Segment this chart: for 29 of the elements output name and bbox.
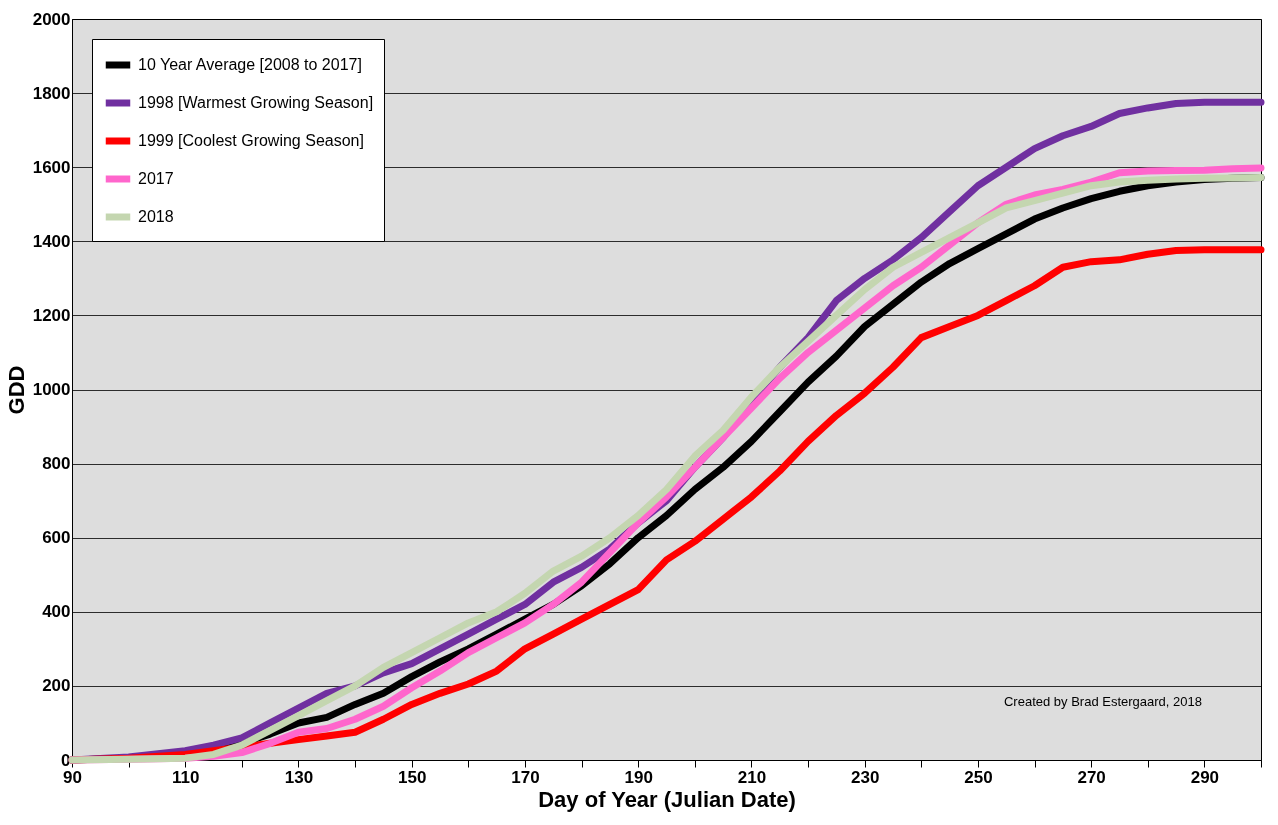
x-tick-label: 130 bbox=[284, 767, 314, 787]
legend-label: 10 Year Average [2008 to 2017] bbox=[138, 56, 362, 73]
legend-label: 1999 [Coolest Growing Season] bbox=[138, 132, 364, 149]
x-tick-label: 210 bbox=[737, 767, 767, 787]
legend-label: 2018 bbox=[138, 208, 174, 225]
y-tick-label: 400 bbox=[42, 602, 71, 622]
y-tick-label: 1600 bbox=[32, 157, 71, 177]
x-tick-label: 150 bbox=[398, 767, 427, 787]
legend-label: 1998 [Warmest Growing Season] bbox=[138, 94, 374, 111]
y-tick-label: 200 bbox=[42, 676, 71, 696]
x-tick-label: 110 bbox=[172, 767, 200, 787]
y-tick-label: 1200 bbox=[32, 305, 71, 325]
annotation: Created by Brad Estergaard, 2018 bbox=[1003, 694, 1202, 709]
x-tick-label: 190 bbox=[624, 767, 653, 787]
x-tick-label: 290 bbox=[1190, 767, 1220, 787]
legend-label: 2017 bbox=[138, 170, 174, 187]
x-axis-title: Day of Year (Julian Date) bbox=[538, 786, 796, 812]
x-tick-label: 250 bbox=[964, 767, 993, 787]
y-tick-label: 1400 bbox=[32, 231, 71, 251]
x-tick-label: 230 bbox=[850, 767, 880, 787]
y-tick-label: 2000 bbox=[32, 9, 71, 29]
y-tick-label: 600 bbox=[42, 528, 71, 548]
y-axis-title: GDD bbox=[3, 365, 29, 415]
y-tick-label: 1800 bbox=[32, 83, 71, 103]
y-tick-label: 1000 bbox=[32, 380, 71, 399]
x-tick-label: 270 bbox=[1077, 767, 1106, 787]
x-tick-label: 170 bbox=[511, 767, 540, 787]
y-tick-label: 800 bbox=[42, 454, 71, 474]
x-tick-label: 90 bbox=[63, 767, 82, 787]
